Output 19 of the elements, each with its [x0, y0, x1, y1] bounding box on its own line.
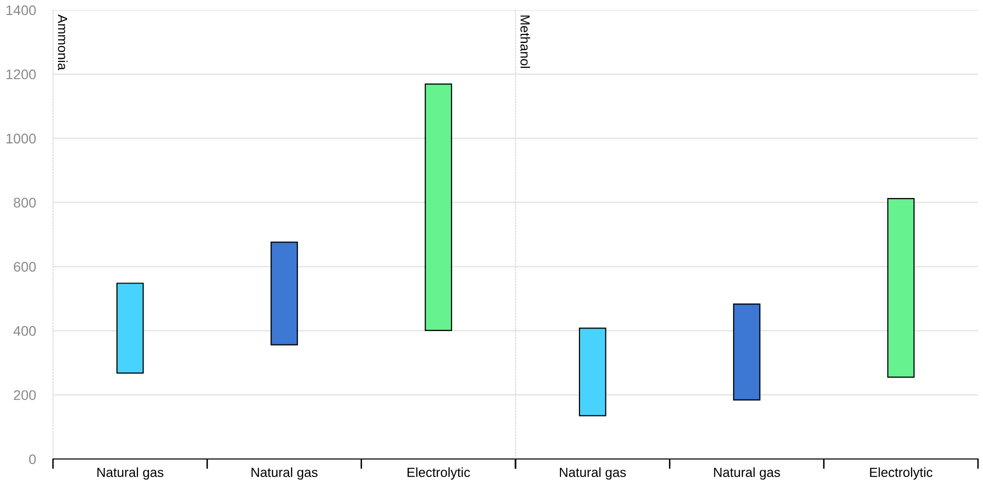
y-tick-label: 400	[13, 326, 36, 336]
text: Ammonia	[58, 14, 68, 70]
bar	[116, 282, 144, 374]
y-tick-label: 800	[14, 198, 36, 208]
x-tick-label: Natural gas	[714, 467, 780, 480]
y-tick-label: 600	[14, 262, 36, 272]
y-tick-label: 200	[14, 390, 36, 400]
y-tick-label: 1200	[6, 69, 36, 80]
x-tick-label: Natural gas	[252, 467, 318, 480]
x-tick-label: Electrolytic	[408, 467, 470, 480]
text: Methanol	[520, 16, 530, 68]
x-tick-label: Electrolytic	[870, 467, 932, 480]
y-tick-label: 1000	[6, 134, 36, 144]
x-tick-label: Natural gas	[560, 467, 626, 480]
y-tick-label: 0	[29, 454, 36, 464]
x-tick-label: Natural gas	[97, 467, 164, 480]
bar	[270, 242, 298, 346]
y-tick-label: 1400	[6, 5, 36, 16]
bar	[424, 84, 452, 331]
